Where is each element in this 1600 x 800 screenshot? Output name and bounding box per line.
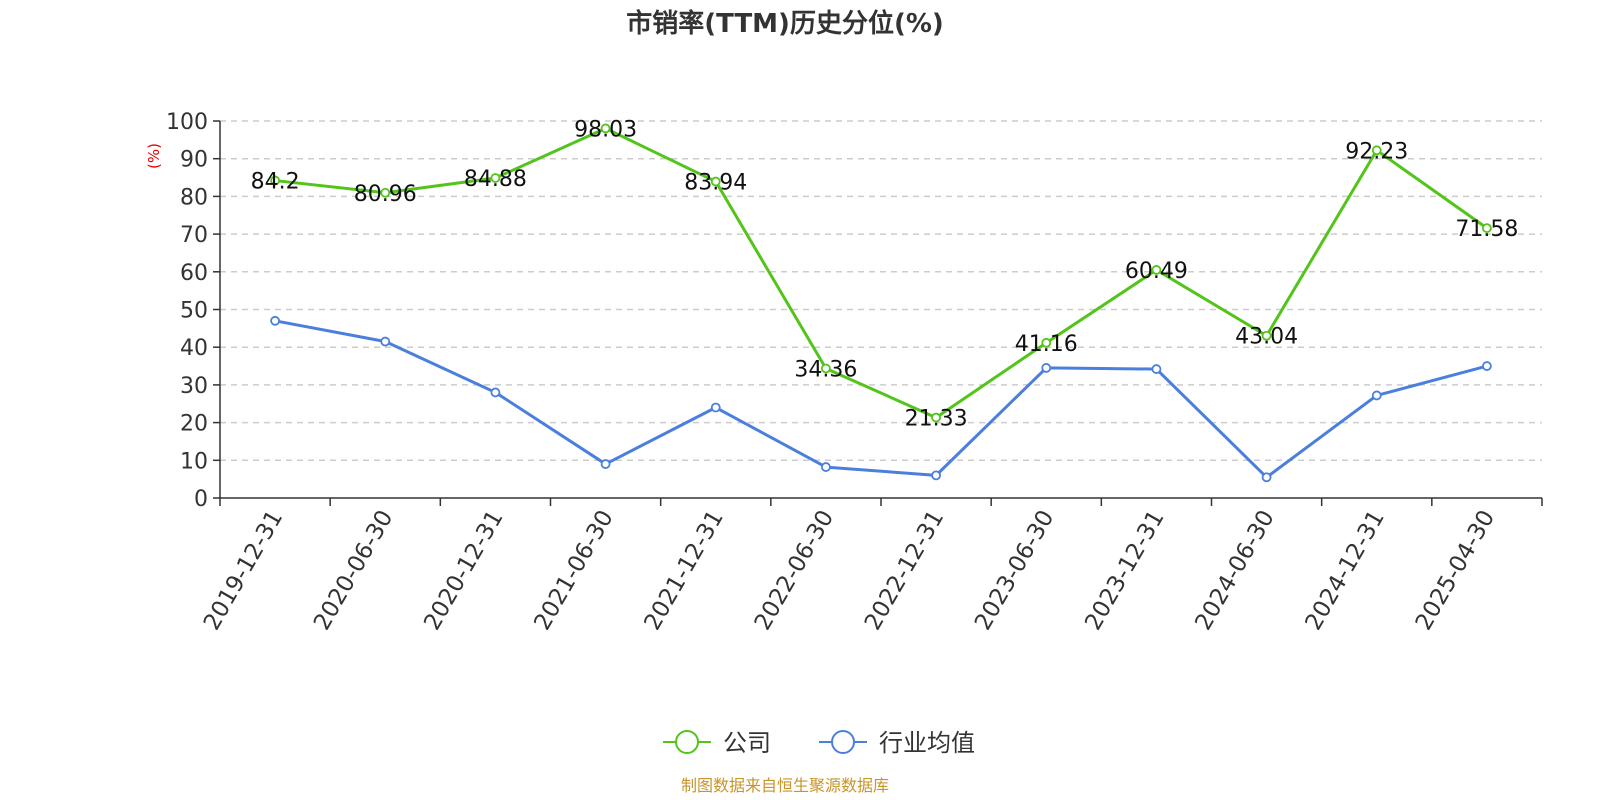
- data-point: [600, 123, 611, 134]
- data-point: [1041, 363, 1052, 373]
- data-point: [821, 363, 831, 374]
- data-label: 71.58: [1455, 217, 1518, 242]
- data-point: [490, 387, 501, 398]
- data-point: [490, 173, 501, 183]
- data-point: [1151, 364, 1162, 374]
- x-tick-label: 2022-12-31: [860, 506, 949, 635]
- data-label: 83.94: [684, 171, 747, 196]
- y-tick-label: 100: [166, 110, 208, 135]
- data-point: [931, 412, 941, 423]
- data-label: 84.2: [251, 170, 300, 195]
- y-tick-label: 0: [194, 487, 208, 512]
- data-labels: 84.2 80.96 84.88 98.03 83.94 34.36 21.33 41.16 6…: [251, 117, 1519, 431]
- grid-lines: [220, 120, 1542, 462]
- x-tick-label: 2021-06-30: [529, 506, 618, 635]
- data-point: [821, 462, 831, 472]
- data-point: [1041, 337, 1052, 348]
- data-label: 41.16: [1015, 332, 1078, 357]
- data-point: [1482, 223, 1492, 234]
- chart-title: 市销率(TTM)历史分位(%): [626, 8, 944, 39]
- data-label: 92.23: [1345, 139, 1408, 164]
- x-tick-label: 2023-12-31: [1080, 506, 1169, 635]
- data-point: [1371, 145, 1382, 156]
- data-point: [1261, 330, 1272, 341]
- series-line: [274, 126, 1488, 420]
- data-point: [710, 176, 721, 187]
- y-tick-label: 40: [180, 336, 208, 361]
- data-point: [380, 187, 391, 198]
- y-tick-label: 60: [180, 261, 208, 286]
- y-tick-label: 80: [180, 185, 208, 210]
- data-label: 60.49: [1125, 259, 1188, 284]
- legend-item[interactable]: 行业均值: [819, 729, 975, 757]
- source-note: 制图数据来自恒生聚源数据库: [681, 776, 889, 795]
- data-label: 98.03: [574, 117, 637, 142]
- y-tick-label: 30: [180, 374, 208, 399]
- legend: 公司 行业均值: [663, 729, 975, 757]
- data-point: [1371, 390, 1382, 401]
- data-point: [710, 402, 721, 413]
- legend-item[interactable]: 公司: [663, 729, 771, 757]
- legend-label: 行业均值: [879, 729, 975, 757]
- x-tick-label: 2024-12-31: [1301, 506, 1390, 635]
- x-tick-label: 2020-06-30: [309, 506, 398, 635]
- x-tick-label: 2023-06-30: [970, 506, 1059, 635]
- x-tick-label: 2022-06-30: [750, 506, 839, 635]
- y-tick-label: 70: [180, 223, 208, 248]
- data-point: [931, 470, 941, 481]
- data-point: [600, 459, 611, 469]
- x-tick-label: 2024-06-30: [1190, 506, 1279, 635]
- x-tick-label: 2025-04-30: [1411, 506, 1500, 635]
- data-point: [270, 315, 280, 326]
- y-tick-label: 90: [180, 148, 208, 173]
- y-axis-label: (%): [145, 143, 163, 169]
- x-tick-label: 2019-12-31: [199, 506, 288, 635]
- data-label: 84.88: [464, 167, 527, 192]
- legend-label: 公司: [723, 729, 771, 757]
- data-label: 21.33: [905, 407, 968, 432]
- series-line: [274, 319, 1488, 479]
- data-point: [380, 336, 391, 347]
- y-tick-label: 50: [180, 299, 208, 324]
- data-point: [1261, 472, 1272, 483]
- data-point: [1482, 361, 1492, 371]
- y-tick-label: 20: [180, 412, 208, 437]
- x-tick-label: 2020-12-31: [419, 506, 508, 635]
- data-label: 43.04: [1235, 325, 1298, 350]
- legend-marker-icon: [831, 730, 855, 754]
- data-label: 80.96: [354, 182, 417, 207]
- data-point: [1151, 265, 1162, 275]
- y-tick-label: 10: [180, 449, 208, 474]
- data-label: 34.36: [794, 357, 857, 382]
- data-point: [270, 175, 280, 186]
- series: [270, 123, 1492, 483]
- legend-marker-icon: [675, 730, 699, 754]
- x-tick-label: 2021-12-31: [640, 506, 729, 635]
